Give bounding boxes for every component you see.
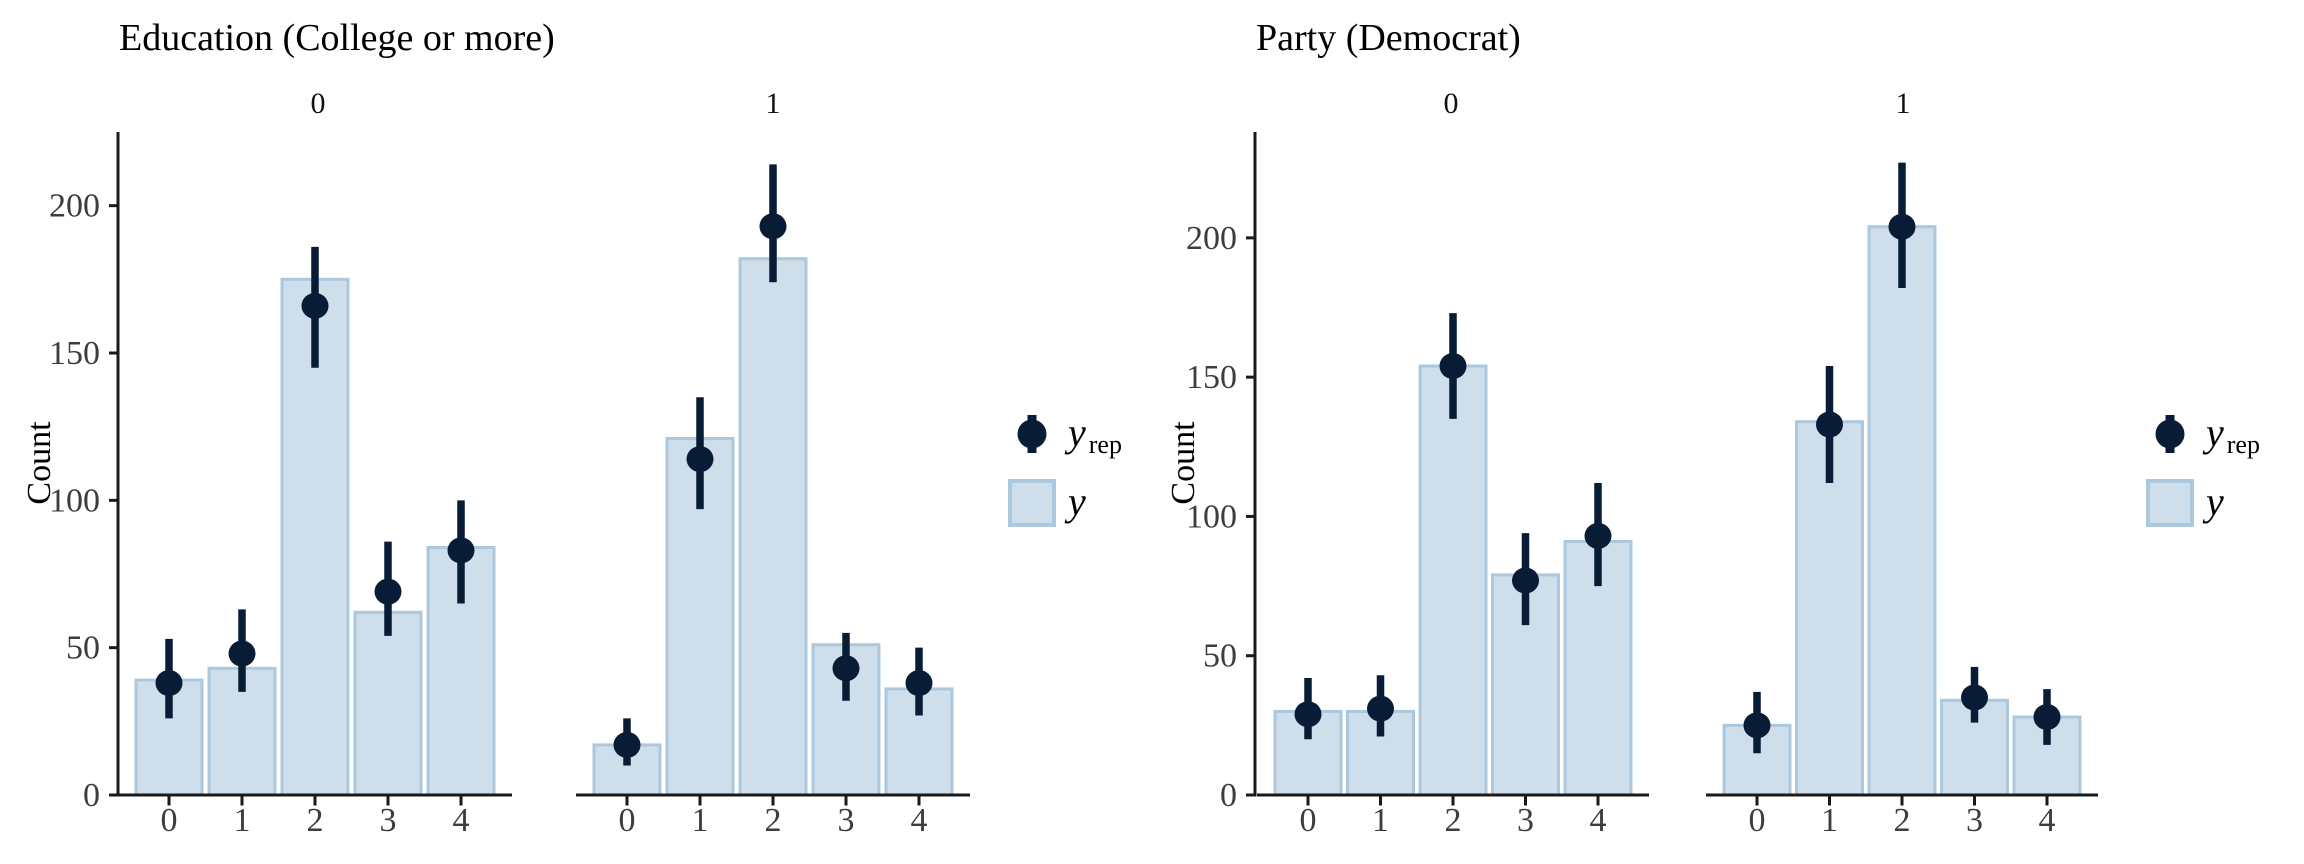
x-tick-label: 2	[307, 802, 324, 839]
x-tick-label: 2	[1894, 802, 1911, 839]
x-tick-label: 1	[1372, 802, 1389, 839]
x-tick-label: 0	[619, 802, 636, 839]
yrep-point	[1367, 695, 1394, 722]
yrep-point	[1439, 353, 1467, 379]
facet-panel: 0 1 2 3 4	[1706, 162, 2098, 839]
x-tick-label: 2	[1445, 802, 1462, 839]
y-tick-label: 200	[49, 188, 100, 225]
facet-panel: 0 1 2 3 4	[118, 246, 512, 839]
x-tick-label: 0	[1749, 802, 1766, 839]
x-tick-label: 3	[838, 802, 855, 839]
bar-y	[738, 257, 808, 797]
legend-item-yrep: y rep	[2206, 410, 2260, 459]
yrep-point	[613, 731, 641, 758]
facet-label: 0	[310, 87, 326, 120]
facet-label: 0	[1443, 87, 1459, 120]
legend-y-swatch-icon	[1008, 479, 1056, 527]
y-axis-title: Count	[1165, 421, 1202, 505]
legend-label-yrep-subscript: rep	[2226, 430, 2260, 459]
plot-group-1: 0 1 2 3 4 0 1 2 3 4 0 50 100 150 200	[1186, 132, 2194, 839]
y-tick-label: 100	[49, 482, 100, 519]
x-tick-label: 4	[1590, 802, 1607, 839]
x-tick-label: 0	[161, 802, 178, 839]
x-tick-label: 3	[1517, 802, 1534, 839]
x-tick-label: 4	[911, 802, 928, 839]
legend-label-yrep: y	[2206, 410, 2224, 455]
y-tick-label: 50	[66, 630, 100, 667]
x-tick-label: 1	[1821, 802, 1838, 839]
y-tick-label: 150	[1186, 359, 1237, 396]
legend-label-y: y	[1068, 479, 1086, 524]
x-tick-label: 0	[1300, 802, 1317, 839]
y-tick-label: 50	[1203, 638, 1237, 675]
bar-y	[1867, 225, 1937, 797]
y-tick-label: 0	[83, 777, 100, 814]
yrep-point	[1888, 213, 1916, 240]
yrep-point	[228, 640, 256, 667]
plot-title: Party (Democrat)	[1256, 17, 1521, 59]
legend-label-yrep: y	[1068, 410, 1086, 455]
bar-y	[1418, 364, 1488, 797]
yrep-point	[1512, 567, 1539, 594]
yrep-point	[1584, 522, 1612, 549]
plot-title: Education (College or more)	[119, 17, 555, 59]
bar-y	[426, 545, 496, 797]
y-axis-title: Count	[21, 421, 58, 505]
legend-item-y: y	[2206, 479, 2224, 525]
legend-item-yrep: y rep	[1068, 410, 1122, 459]
facet-label: 1	[1895, 87, 1911, 120]
yrep-point	[1961, 684, 1988, 711]
legend-label-yrep-subscript: rep	[1088, 430, 1122, 459]
legend-yrep-point-icon	[1017, 419, 1047, 449]
yrep-point	[2033, 704, 2061, 730]
x-tick-label: 2	[765, 802, 782, 839]
yrep-point	[447, 537, 475, 564]
x-tick-label: 1	[692, 802, 709, 839]
y-tick-label: 0	[1220, 777, 1237, 814]
yrep-point	[832, 655, 860, 682]
yrep-point	[759, 213, 787, 240]
legend-label-y: y	[2206, 479, 2224, 524]
plot-group-0: 0 1 2 3 4 0 1 2 3 4 0 50 100 150 200	[49, 132, 1056, 839]
legend-item-y: y	[1068, 479, 1086, 525]
facet-label: 1	[765, 87, 781, 120]
y-tick-label: 100	[1186, 498, 1237, 535]
yrep-point	[1294, 701, 1322, 728]
x-tick-label: 3	[1966, 802, 1983, 839]
x-tick-label: 3	[380, 802, 397, 839]
facet-panel: 0 1 2 3 4	[576, 164, 970, 839]
yrep-point	[1743, 712, 1771, 739]
y-tick-label: 150	[49, 335, 100, 372]
legend-y-swatch-icon	[2146, 479, 2194, 527]
yrep-point	[686, 446, 714, 473]
yrep-point	[905, 670, 933, 697]
yrep-point	[155, 670, 183, 697]
x-tick-label: 4	[2039, 802, 2056, 839]
x-tick-label: 4	[453, 802, 470, 839]
yrep-point	[1816, 411, 1843, 438]
legend-yrep-point-icon	[2155, 419, 2185, 449]
y-tick-label: 200	[1186, 220, 1237, 257]
x-tick-label: 1	[234, 802, 251, 839]
yrep-point	[374, 578, 402, 605]
bar-y	[353, 610, 423, 797]
yrep-point	[301, 292, 329, 319]
facet-panel: 0 1 2 3 4	[1257, 313, 1649, 839]
